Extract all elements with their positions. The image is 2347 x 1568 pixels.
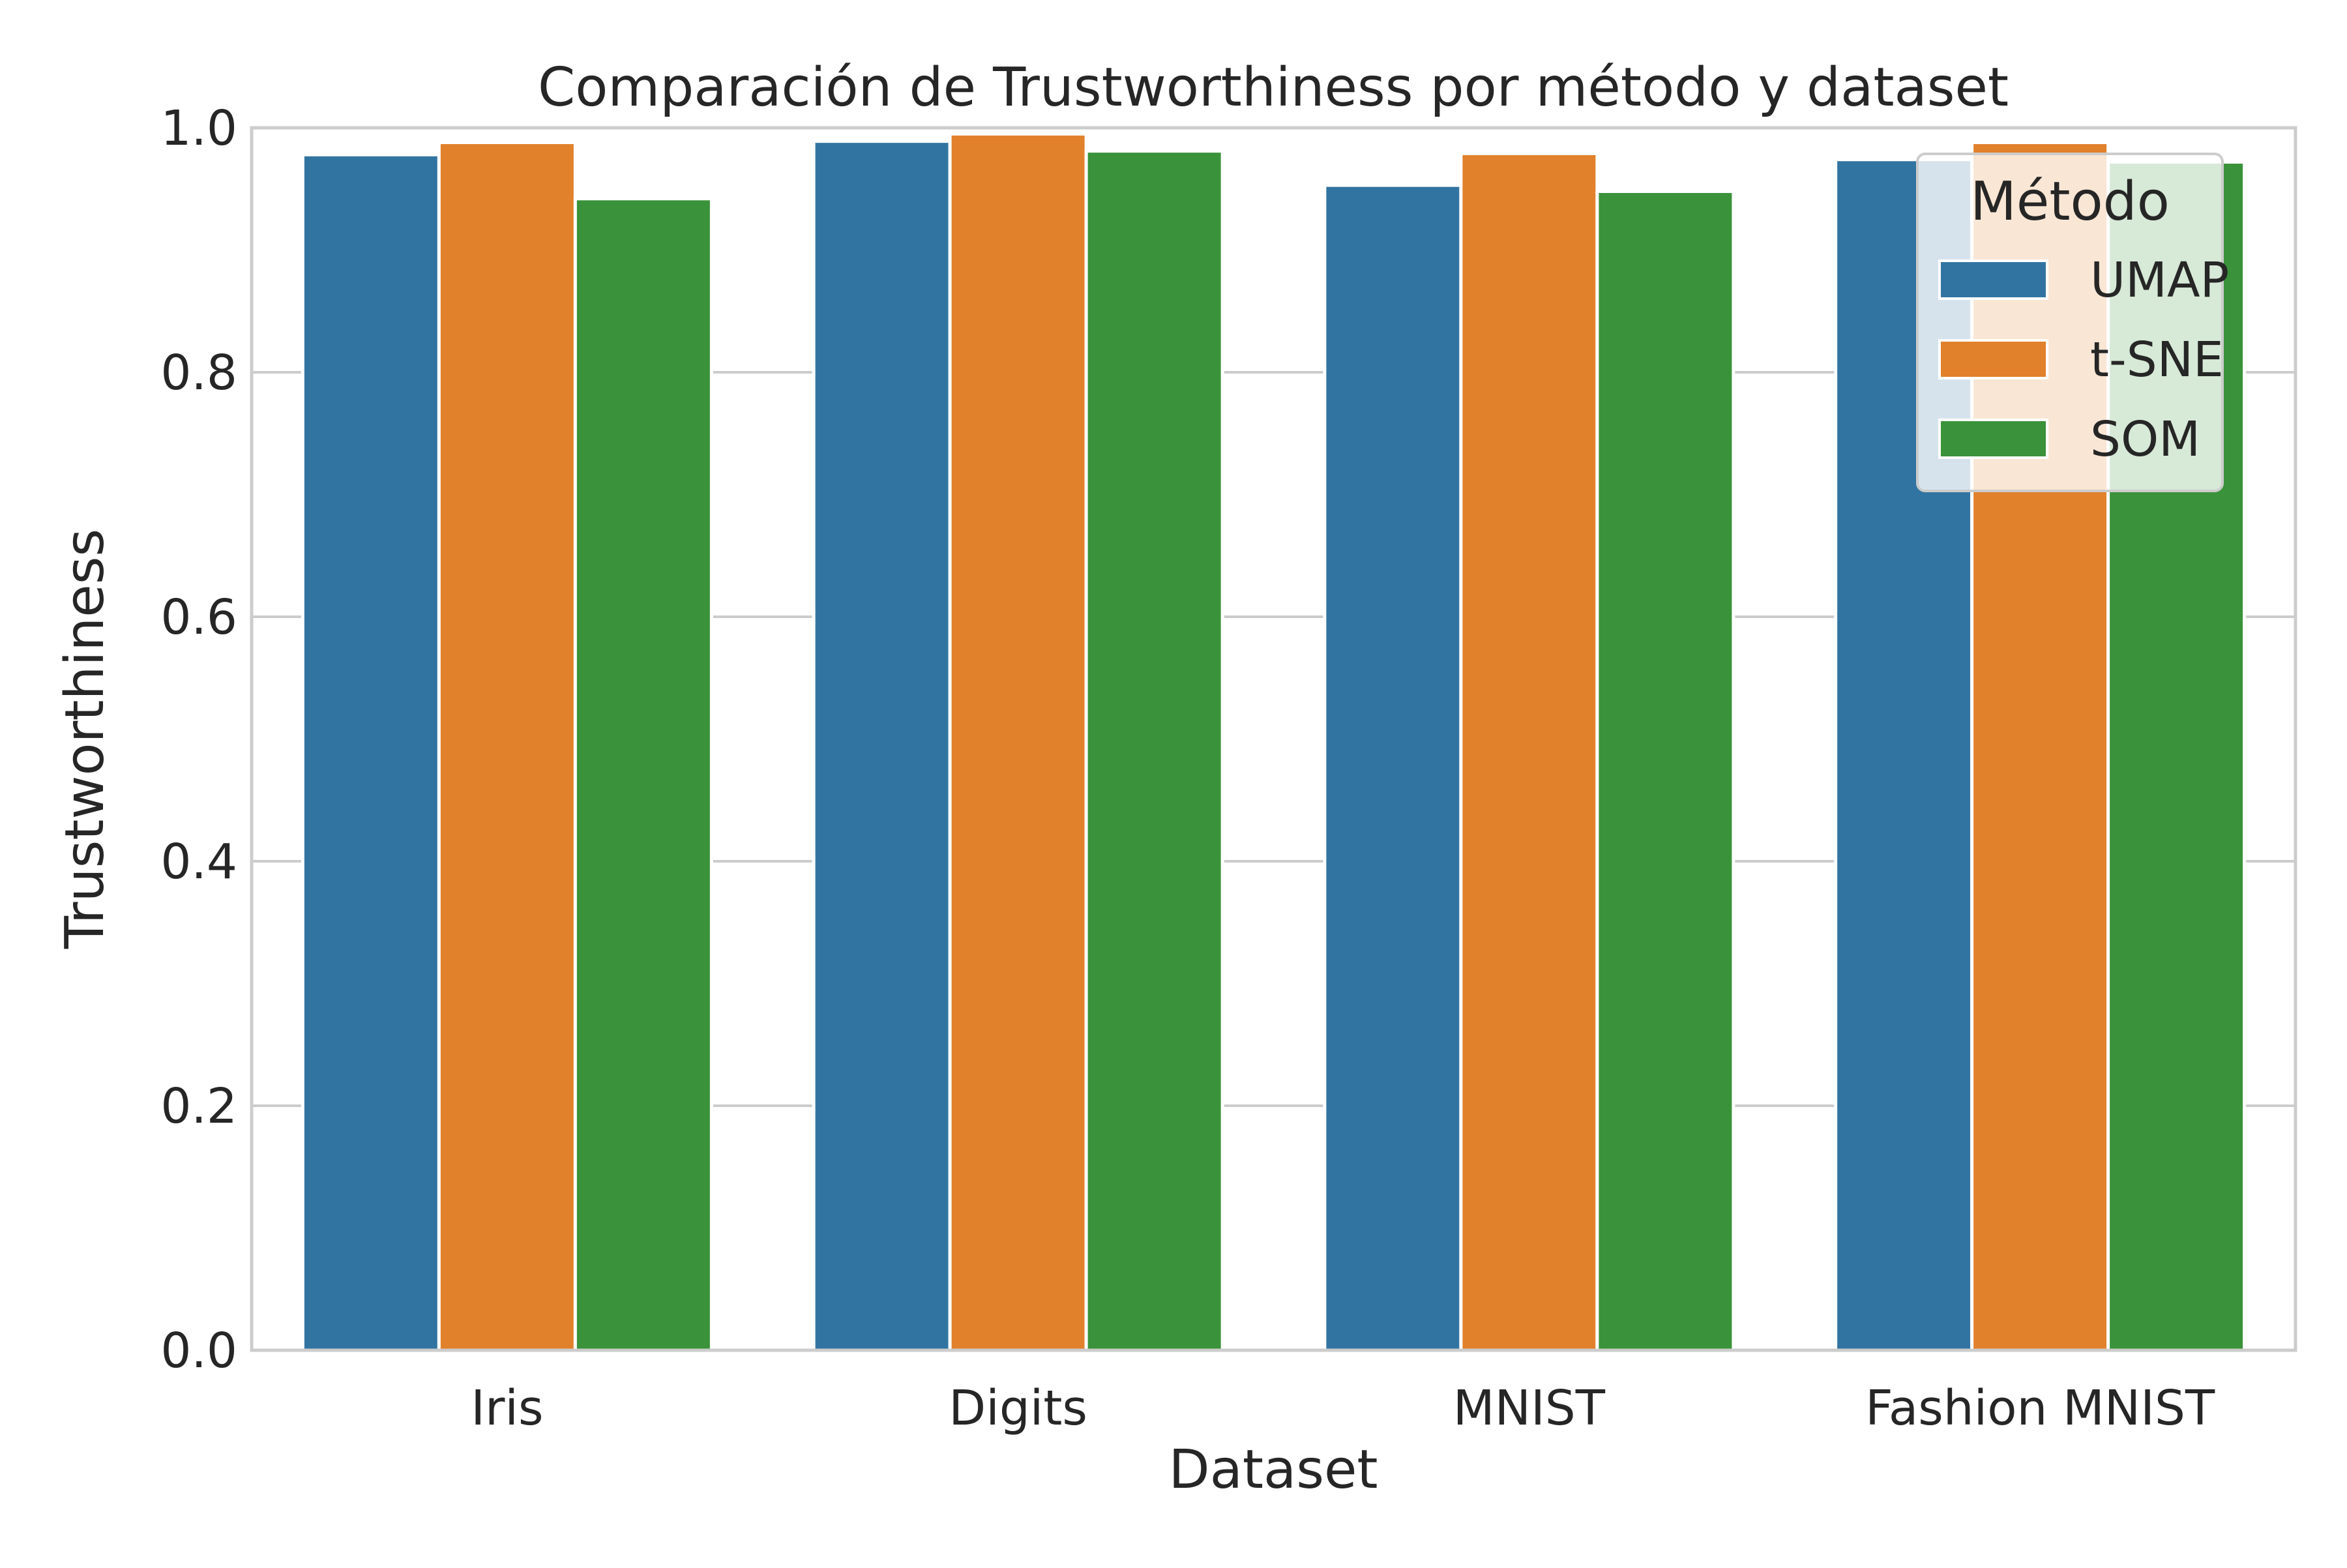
y-tick-label: 0.4 (160, 834, 237, 890)
legend-label: t-SNE (2090, 332, 2224, 388)
x-tick-label: Fashion MNIST (1865, 1380, 2215, 1436)
y-tick-label: 0.8 (160, 345, 237, 401)
x-tick-label: MNIST (1453, 1380, 1606, 1436)
legend-swatch (1938, 419, 2048, 459)
chart-title: Comparación de Trustworthiness por métod… (538, 57, 2009, 119)
y-tick-label: 0.6 (160, 589, 237, 645)
bar-umap-iris (301, 153, 441, 1352)
bars (301, 132, 2247, 1352)
legend-swatch (1938, 259, 2048, 300)
legend-items: UMAP t-SNE SOM (1938, 252, 2229, 467)
x-axis-ticks: Iris Digits MNIST Fashion MNIST (471, 1380, 2215, 1436)
bar-t-sne-iris (437, 141, 577, 1352)
y-axis-ticks: 0.0 0.2 0.4 0.6 0.8 1.0 (160, 100, 237, 1379)
bar-t-sne-mnist (1459, 151, 1599, 1352)
bar-som-mnist (1595, 190, 1735, 1352)
bar-umap-digits (812, 140, 952, 1352)
legend-swatch (1938, 339, 2048, 379)
y-tick-label: 1.0 (160, 100, 237, 156)
x-tick-label: Iris (471, 1380, 543, 1436)
legend-label: SOM (2090, 411, 2200, 467)
y-tick-label: 0.2 (160, 1078, 237, 1134)
plot-frame (250, 126, 2297, 1352)
bar-som-digits (1084, 149, 1224, 1352)
x-axis-label: Dataset (1168, 1439, 1378, 1501)
legend-title: Método (1970, 171, 2170, 233)
legend-box (1916, 153, 2224, 492)
bar-t-sne-digits (948, 132, 1088, 1352)
y-axis-label: Trustworthiness (54, 529, 116, 949)
legend-label: UMAP (2090, 252, 2229, 308)
legend: Método UMAP t-SNE SOM (1916, 153, 2229, 492)
bar-umap-mnist (1323, 183, 1463, 1352)
y-tick-label: 0.0 (160, 1323, 237, 1379)
bar-som-iris (573, 197, 713, 1352)
x-tick-label: Digits (949, 1380, 1087, 1436)
